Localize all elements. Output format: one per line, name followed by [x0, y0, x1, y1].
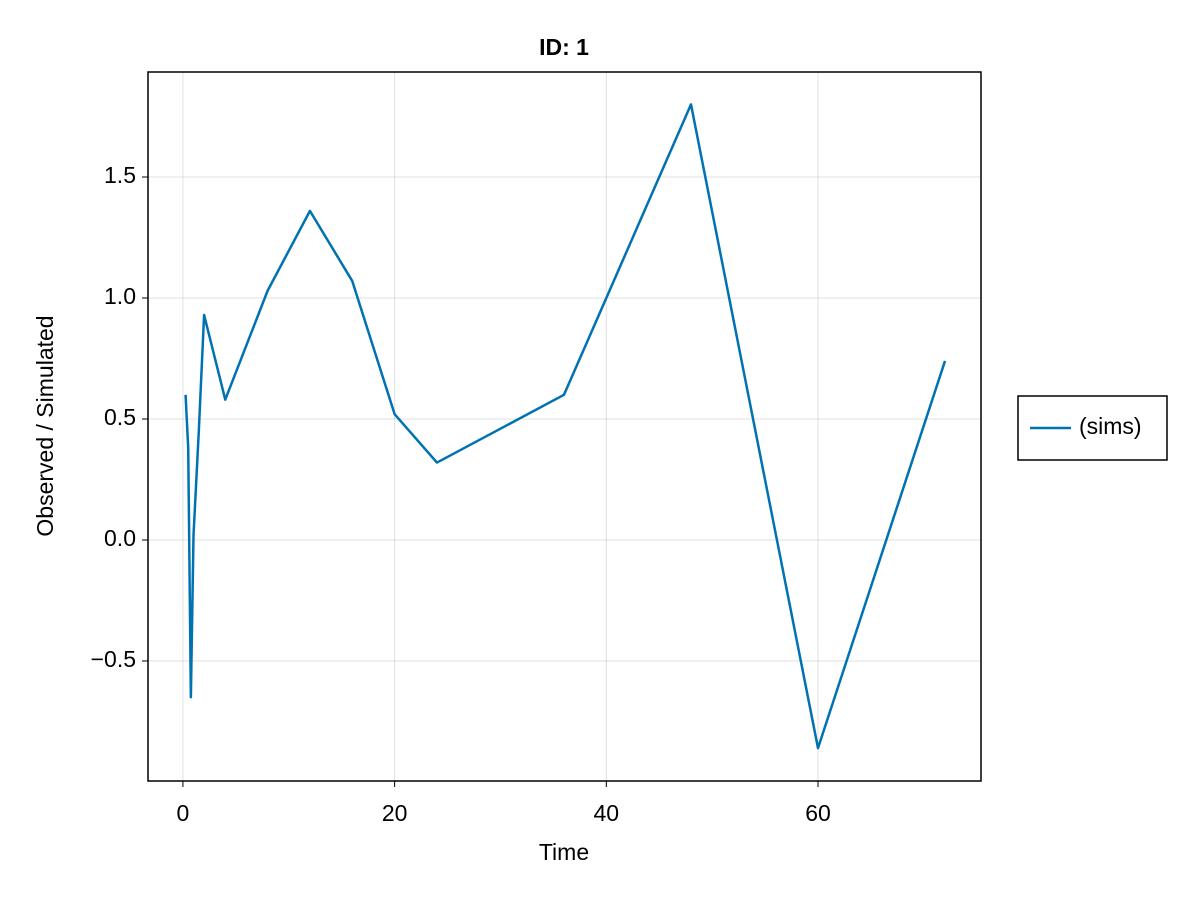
y-tick-label: 0.5 [104, 404, 136, 430]
y-tick-label: 0.0 [104, 525, 136, 551]
x-axis-label: Time [539, 839, 589, 865]
data-line [184, 103, 947, 750]
x-tick-label: 20 [382, 800, 408, 826]
legend-box [1017, 395, 1168, 461]
y-tick-label: −0.5 [91, 646, 136, 672]
legend-label: (sims) [1079, 413, 1142, 439]
x-tick-label: 40 [594, 800, 620, 826]
x-tick-label: 0 [177, 800, 190, 826]
x-tick-label: 60 [805, 800, 831, 826]
chart-title: ID: 1 [539, 34, 589, 60]
y-tick-label: 1.0 [104, 283, 136, 309]
plot-frame [147, 71, 982, 782]
y-tick-label: 1.5 [104, 162, 136, 188]
y-axis-label: Observed / Simulated [32, 315, 58, 536]
